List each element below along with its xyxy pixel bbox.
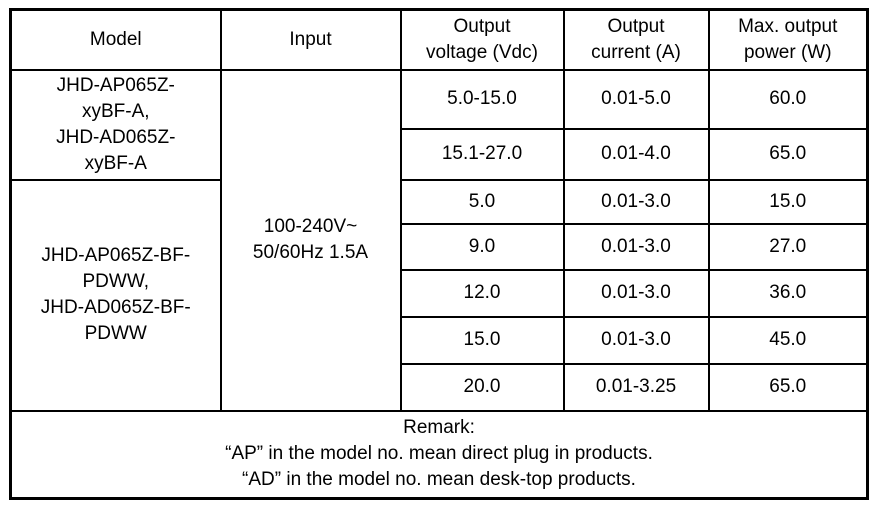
voltage-cell: 9.0 [399, 222, 565, 271]
table-row: 15.0 0.01-3.0 45.0 [11, 315, 869, 365]
voltage-cell: 15.0 [399, 315, 565, 365]
voltage-cell: 15.1-27.0 [399, 127, 565, 181]
model-group-2: JHD-AP065Z-BF- PDWW, JHD-AD065Z-BF- PDWW [9, 178, 222, 412]
current-cell: 0.01-3.0 [562, 268, 710, 318]
power-cell: 65.0 [707, 127, 869, 181]
model-group-1: JHD-AP065Z- xyBF-A, JHD-AD065Z- xyBF-A [9, 68, 222, 181]
power-cell: 15.0 [707, 178, 869, 225]
current-cell: 0.01-4.0 [562, 127, 710, 181]
header-input: Input [219, 8, 402, 71]
table-row: 20.0 0.01-3.25 65.0 [11, 362, 869, 412]
table-row: 9.0 0.01-3.0 27.0 [11, 222, 869, 271]
header-output-current: Output current (A) [562, 8, 710, 71]
power-cell: 60.0 [707, 68, 869, 130]
voltage-cell: 12.0 [399, 268, 565, 318]
current-cell: 0.01-3.0 [562, 315, 710, 365]
table-row: 15.1-27.0 0.01-4.0 65.0 [11, 127, 869, 181]
current-cell: 0.01-3.25 [562, 362, 710, 412]
current-cell: 0.01-5.0 [562, 68, 710, 130]
voltage-cell: 5.0-15.0 [399, 68, 565, 130]
table-row: 12.0 0.01-3.0 36.0 [11, 268, 869, 318]
header-model: Model [9, 8, 222, 71]
remark: Remark: “AP” in the model no. mean direc… [9, 409, 869, 500]
table-row: JHD-AP065Z-BF- PDWW, JHD-AD065Z-BF- PDWW… [9, 178, 869, 412]
voltage-cell: 5.0 [399, 178, 565, 225]
voltage-cell: 20.0 [399, 362, 565, 412]
power-cell: 36.0 [707, 268, 869, 318]
current-cell: 0.01-3.0 [562, 222, 710, 271]
remark-row: Remark: “AP” in the model no. mean direc… [9, 409, 869, 500]
header-output-voltage: Output voltage (Vdc) [399, 8, 565, 71]
header-max-output-power: Max. output power (W) [707, 8, 869, 71]
input-spec: 100-240V~ 50/60Hz 1.5A [219, 68, 402, 412]
header-row: Model Input Output voltage (Vdc) Output … [9, 8, 869, 71]
power-cell: 45.0 [707, 315, 869, 365]
power-cell: 27.0 [707, 222, 869, 271]
spec-table: Model Input Output voltage (Vdc) Output … [9, 8, 869, 500]
current-cell: 0.01-3.0 [562, 178, 710, 225]
table-row: JHD-AP065Z- xyBF-A, JHD-AD065Z- xyBF-A 1… [9, 68, 869, 412]
power-cell: 65.0 [707, 362, 869, 412]
